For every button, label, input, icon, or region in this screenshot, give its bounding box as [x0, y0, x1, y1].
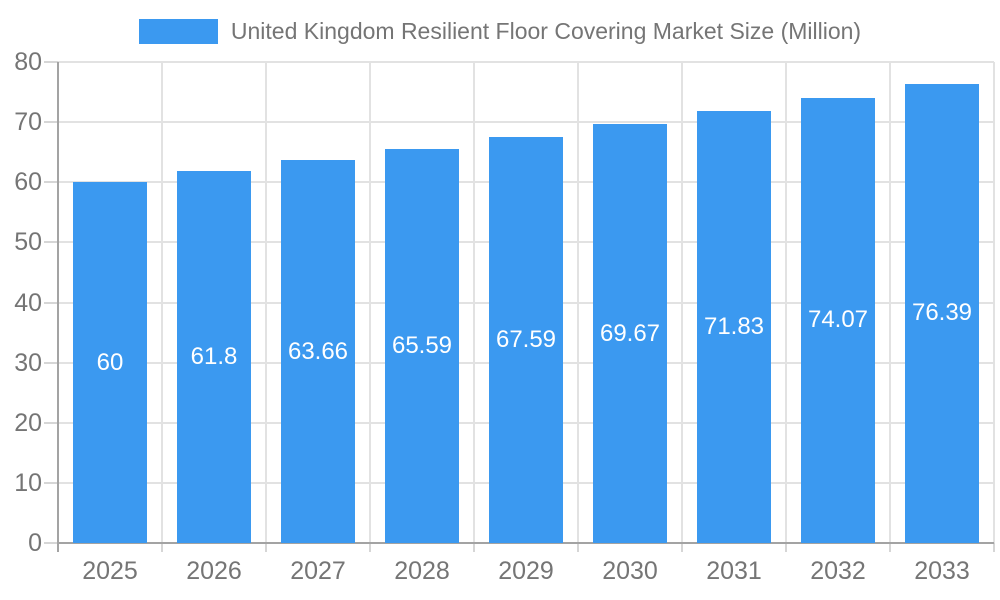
x-tick-mark: [473, 543, 475, 552]
x-tick-mark: [577, 543, 579, 552]
y-axis-tick-label: 20: [14, 408, 42, 437]
x-tick-mark: [785, 543, 787, 552]
bar-value-label: 61.8: [190, 343, 238, 371]
y-axis-line: [57, 62, 59, 552]
x-gridline: [993, 62, 995, 543]
y-gridline: [58, 121, 994, 124]
x-tick-mark: [161, 543, 163, 552]
bar-value-label: 67.59: [495, 325, 557, 353]
x-gridline: [577, 62, 579, 543]
x-axis-tick-label: 2033: [914, 557, 970, 585]
bar-2032[interactable]: 74.07: [801, 97, 875, 543]
bar-value-label: 69.67: [599, 319, 661, 347]
bar-value-label: 76.39: [911, 299, 973, 327]
x-gridline: [161, 62, 163, 543]
y-axis-tick-label: 70: [14, 108, 42, 137]
x-axis-tick-label: 2031: [706, 557, 762, 585]
bar-value-label: 60: [96, 348, 124, 376]
bar-2025[interactable]: 60: [73, 182, 147, 543]
x-gridline: [889, 62, 891, 543]
bar-2028[interactable]: 65.59: [385, 148, 459, 543]
bar-2026[interactable]: 61.8: [177, 171, 251, 543]
y-axis-tick-label: 80: [14, 48, 42, 76]
legend-swatch: [138, 19, 218, 44]
x-tick-mark: [889, 543, 891, 552]
y-tick-mark: [44, 61, 58, 63]
bar-2033[interactable]: 76.39: [905, 83, 979, 543]
y-axis-tick-label: 0: [28, 529, 42, 557]
bar-2027[interactable]: 63.66: [281, 160, 355, 543]
bar-2029[interactable]: 67.59: [489, 136, 563, 543]
y-axis-tick-label: 40: [14, 288, 42, 317]
y-tick-mark: [44, 481, 58, 484]
y-tick-mark: [44, 421, 58, 424]
x-gridline: [785, 62, 787, 543]
x-gridline: [473, 62, 475, 543]
y-tick-mark: [44, 542, 58, 544]
y-gridline: [58, 61, 994, 63]
x-gridline: [369, 62, 371, 543]
x-gridline: [681, 62, 683, 543]
y-tick-mark: [44, 301, 58, 304]
x-axis-line: [58, 542, 994, 544]
y-axis-tick-label: 60: [14, 168, 42, 197]
bar-value-label: 65.59: [391, 331, 453, 359]
legend-label: United Kingdom Resilient Floor Covering …: [230, 18, 862, 44]
bar-value-label: 74.07: [807, 306, 869, 334]
x-axis-tick-label: 2026: [186, 557, 242, 585]
y-axis-tick-label: 10: [14, 468, 42, 497]
y-axis-tick-label: 50: [14, 228, 42, 257]
y-tick-mark: [44, 361, 58, 364]
y-axis-tick-label: 30: [14, 348, 42, 377]
x-axis-tick-label: 2030: [602, 557, 658, 585]
x-axis-tick-label: 2025: [82, 557, 138, 585]
x-axis-tick-label: 2028: [394, 557, 450, 585]
x-axis-tick-label: 2027: [290, 557, 346, 585]
x-gridline: [265, 62, 267, 543]
x-tick-mark: [993, 543, 995, 552]
x-axis-tick-label: 2032: [810, 557, 866, 585]
x-axis-tick-label: 2029: [498, 557, 554, 585]
y-tick-mark: [44, 241, 58, 244]
x-tick-mark: [369, 543, 371, 552]
bar-value-label: 71.83: [703, 313, 765, 341]
y-tick-mark: [44, 121, 58, 124]
bar-2030[interactable]: 69.67: [593, 124, 667, 543]
y-tick-mark: [44, 181, 58, 184]
bar-value-label: 63.66: [287, 337, 349, 365]
bar-2031[interactable]: 71.83: [697, 111, 771, 543]
legend[interactable]: United Kingdom Resilient Floor Covering …: [0, 18, 1000, 45]
x-tick-mark: [265, 543, 267, 552]
x-tick-mark: [681, 543, 683, 552]
